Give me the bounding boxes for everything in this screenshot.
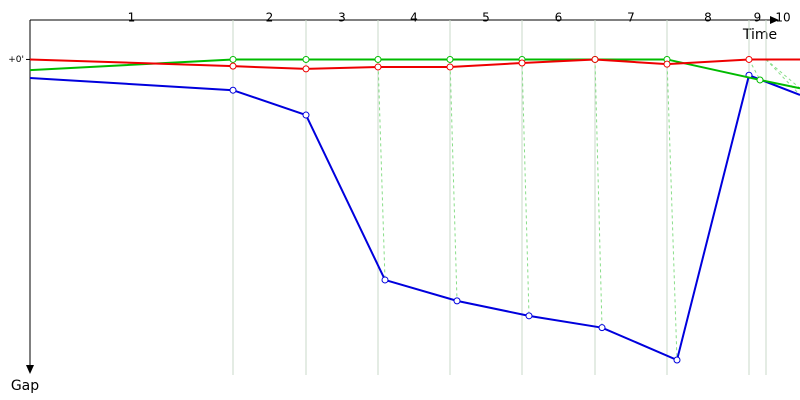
point	[302, 111, 310, 119]
lap-label: 9	[754, 11, 762, 25]
connector	[377, 59, 386, 280]
x-axis-label: Time	[742, 27, 777, 43]
point	[374, 63, 382, 71]
lap-label: 6	[555, 11, 563, 25]
y-axis-label: Gap	[11, 378, 39, 394]
point	[229, 62, 237, 70]
point	[302, 55, 310, 63]
point	[591, 55, 599, 63]
plot: 1 2 3 4 5 6 7 8 9 10 +0'	[8, 11, 800, 375]
point	[518, 59, 526, 67]
connector	[765, 59, 800, 96]
point	[229, 55, 237, 63]
connector	[765, 59, 800, 89]
connector	[521, 59, 530, 316]
series-line	[29, 58, 800, 90]
lap-label: 1	[128, 11, 136, 25]
connector	[594, 59, 603, 328]
lap-label: 8	[704, 11, 712, 25]
series-line	[29, 73, 800, 362]
series-line	[29, 58, 800, 70]
lap-label: 2	[266, 11, 274, 25]
point	[381, 276, 389, 284]
connector	[449, 59, 458, 301]
point	[302, 65, 310, 73]
point	[453, 297, 461, 305]
point	[374, 55, 382, 63]
point	[663, 60, 671, 68]
y-tick-label: +0'	[8, 55, 24, 65]
lap-label: 5	[482, 11, 490, 25]
point	[756, 76, 764, 84]
point	[598, 324, 606, 332]
point	[446, 55, 454, 63]
point	[673, 356, 681, 364]
point	[745, 55, 753, 63]
point	[229, 86, 237, 94]
lap-label: 4	[410, 11, 418, 25]
connector	[666, 59, 678, 361]
point	[525, 312, 533, 320]
lap-label: 7	[627, 11, 635, 25]
connector	[748, 59, 761, 81]
lap-label: 3	[338, 11, 346, 25]
point	[446, 63, 454, 71]
lap-label: 10	[775, 11, 790, 25]
